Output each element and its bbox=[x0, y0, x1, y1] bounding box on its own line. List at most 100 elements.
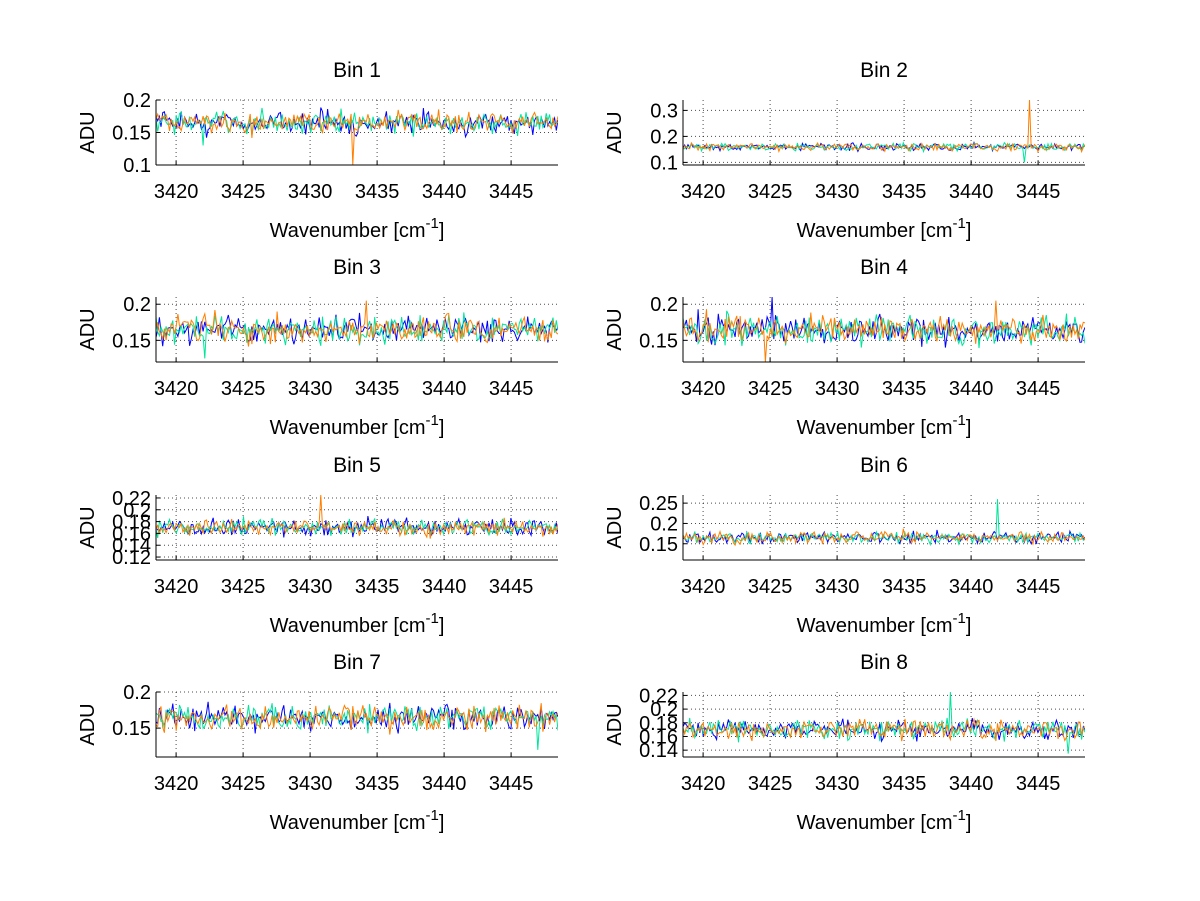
series-line-3 bbox=[683, 717, 1085, 742]
y-tick-label: 0.14 bbox=[639, 740, 678, 762]
x-axis-label-close: ] bbox=[439, 615, 445, 637]
series-group bbox=[156, 701, 558, 750]
series-line-3 bbox=[156, 109, 558, 165]
x-tick-label: 3440 bbox=[422, 181, 467, 203]
series-line-3 bbox=[156, 495, 558, 539]
y-tick-label: 0.15 bbox=[639, 330, 678, 352]
x-tick-label: 3430 bbox=[815, 378, 860, 400]
x-axis-label-text: Wavenumber [cm bbox=[797, 220, 953, 242]
subplot-7: 3420 3425 3430 3435 3440 3445 0.15 0.2 Bin 7 ADU W… bbox=[77, 651, 558, 834]
series-group bbox=[156, 300, 558, 359]
series-line-2 bbox=[156, 107, 558, 146]
x-axis-label-superscript: -1 bbox=[953, 215, 966, 232]
x-tick-label: 3425 bbox=[221, 576, 266, 598]
x-axis-label: Wavenumber [cm-1] bbox=[797, 807, 972, 834]
x-tick-label: 3445 bbox=[489, 576, 534, 598]
x-axis-label-superscript: -1 bbox=[953, 412, 966, 429]
y-tick-label: 0.1 bbox=[650, 152, 678, 174]
y-axis-label: ADU bbox=[604, 111, 626, 153]
x-tick-label: 3420 bbox=[154, 378, 199, 400]
y-axis-label: ADU bbox=[604, 308, 626, 350]
y-tick-label: 0.12 bbox=[112, 547, 151, 569]
x-axis-label-close: ] bbox=[966, 417, 972, 439]
y-tick-label: 0.2 bbox=[123, 682, 151, 704]
x-axis-label: Wavenumber [cm-1] bbox=[797, 215, 972, 242]
y-tick-label: 0.16 bbox=[112, 523, 151, 545]
x-axis-label-text: Wavenumber [cm bbox=[270, 615, 426, 637]
subplot-title: Bin 1 bbox=[333, 59, 381, 82]
x-tick-label: 3440 bbox=[949, 181, 994, 203]
x-tick-label: 3420 bbox=[154, 576, 199, 598]
x-axis-label-text: Wavenumber [cm bbox=[797, 417, 953, 439]
subplot-4: 3420 3425 3430 3435 3440 3445 0.15 0.2 Bin 4 ADU W… bbox=[604, 256, 1085, 439]
series-line-2 bbox=[683, 141, 1085, 163]
x-tick-label: 3440 bbox=[949, 378, 994, 400]
x-tick-label: 3420 bbox=[681, 181, 726, 203]
series-group bbox=[156, 495, 558, 539]
series-line-2 bbox=[683, 310, 1085, 349]
series-line-3 bbox=[156, 300, 558, 347]
x-axis-label-superscript: -1 bbox=[953, 610, 966, 627]
subplot-title: Bin 5 bbox=[333, 454, 381, 477]
x-axis-label-superscript: -1 bbox=[953, 807, 966, 824]
y-tick-label: 0.2 bbox=[123, 90, 151, 112]
subplot-5: 3420 3425 3430 3435 3440 3445 0.120.140.160.18… bbox=[77, 454, 558, 637]
series-line-2 bbox=[683, 692, 1085, 754]
x-tick-label: 3435 bbox=[355, 181, 400, 203]
x-tick-label: 3445 bbox=[1016, 773, 1061, 795]
x-axis-label-text: Wavenumber [cm bbox=[270, 417, 426, 439]
x-axis-label: Wavenumber [cm-1] bbox=[270, 610, 445, 637]
x-tick-label: 3445 bbox=[489, 181, 534, 203]
series-group bbox=[683, 297, 1085, 362]
x-tick-label: 3425 bbox=[748, 181, 793, 203]
subplot-title: Bin 6 bbox=[860, 454, 908, 477]
y-tick-label: 0.18 bbox=[639, 713, 678, 735]
y-tick-label: 0.15 bbox=[112, 123, 151, 145]
y-axis-label: ADU bbox=[77, 111, 99, 153]
series-line-3 bbox=[683, 300, 1085, 362]
x-axis-label-close: ] bbox=[439, 220, 445, 242]
x-axis-label-close: ] bbox=[439, 812, 445, 834]
y-tick-label: 0.2 bbox=[650, 513, 678, 535]
series-group bbox=[683, 100, 1085, 163]
x-tick-label: 3435 bbox=[355, 378, 400, 400]
x-axis-label-text: Wavenumber [cm bbox=[270, 812, 426, 834]
x-axis-label: Wavenumber [cm-1] bbox=[270, 807, 445, 834]
series-line-3 bbox=[683, 528, 1085, 547]
y-axis-label: ADU bbox=[77, 703, 99, 745]
x-axis-label-close: ] bbox=[966, 220, 972, 242]
series-group bbox=[156, 107, 558, 165]
x-tick-label: 3445 bbox=[489, 378, 534, 400]
subplot-title: Bin 8 bbox=[860, 651, 908, 674]
y-tick-label: 0.22 bbox=[112, 488, 151, 510]
x-tick-label: 3435 bbox=[882, 773, 927, 795]
x-tick-label: 3430 bbox=[288, 181, 333, 203]
y-tick-label: 0.15 bbox=[112, 330, 151, 352]
x-tick-label: 3420 bbox=[681, 576, 726, 598]
y-tick-label: 0.2 bbox=[123, 500, 151, 522]
x-tick-label: 3440 bbox=[422, 576, 467, 598]
x-tick-label: 3440 bbox=[949, 773, 994, 795]
y-tick-label: 0.2 bbox=[650, 294, 678, 316]
series-group bbox=[683, 499, 1085, 547]
subplot-1: 3420 3425 3430 3435 3440 3445 0.1 0.15 0.2 Bin 1 A… bbox=[77, 59, 558, 242]
y-tick-label: 0.16 bbox=[639, 726, 678, 748]
x-tick-label: 3430 bbox=[288, 378, 333, 400]
x-axis-label-close: ] bbox=[966, 812, 972, 834]
y-tick-label: 0.2 bbox=[650, 126, 678, 148]
x-tick-label: 3425 bbox=[748, 576, 793, 598]
x-tick-label: 3420 bbox=[681, 773, 726, 795]
x-tick-label: 3445 bbox=[489, 773, 534, 795]
subplot-title: Bin 7 bbox=[333, 651, 381, 674]
x-tick-label: 3440 bbox=[422, 378, 467, 400]
x-tick-label: 3445 bbox=[1016, 576, 1061, 598]
subplot-6: 3420 3425 3430 3435 3440 3445 0.150.20.25 Bin 6… bbox=[604, 454, 1085, 637]
x-axis-label-superscript: -1 bbox=[426, 610, 439, 627]
y-axis-label: ADU bbox=[77, 308, 99, 350]
x-tick-label: 3425 bbox=[221, 773, 266, 795]
x-axis-label-text: Wavenumber [cm bbox=[797, 812, 953, 834]
x-tick-label: 3440 bbox=[949, 576, 994, 598]
x-tick-label: 3430 bbox=[815, 576, 860, 598]
y-tick-label: 0.25 bbox=[639, 493, 678, 515]
